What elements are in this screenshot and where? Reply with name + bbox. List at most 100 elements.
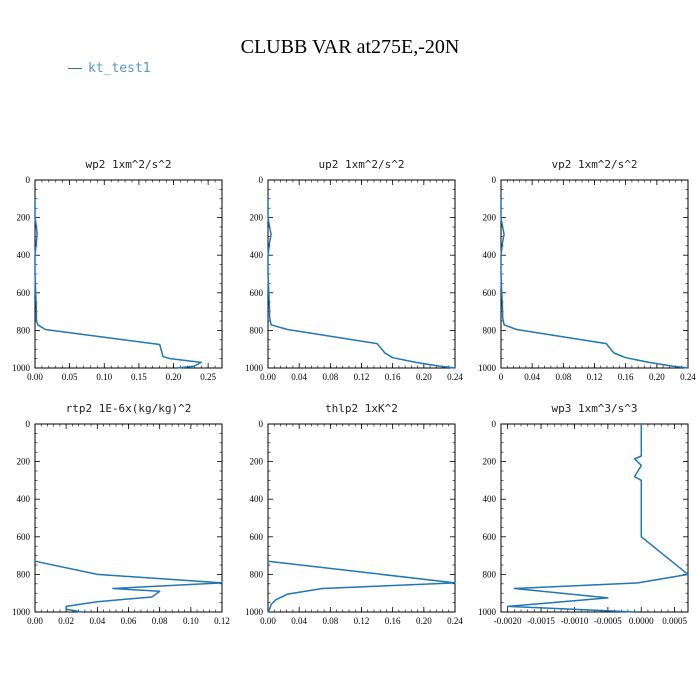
y-tick-label: 400 [17,494,31,504]
x-tick-label: 0.12 [214,616,230,626]
x-tick-label: 0.24 [447,372,463,382]
y-tick-label: 200 [250,457,264,467]
x-tick-label: -0.0005 [594,616,622,626]
x-tick-label: 0.10 [96,372,112,382]
legend: kt_test1 [68,61,151,76]
y-tick-label: 400 [250,494,264,504]
series-line-kt_test1 [267,560,456,613]
series-line-kt_test1 [267,198,456,369]
x-tick-label: 0.08 [555,372,571,382]
x-tick-label: 0.15 [131,372,147,382]
x-tick-label: 0.04 [291,616,307,626]
x-tick-label: 0.12 [354,372,370,382]
x-tick-label: -0.0015 [527,616,555,626]
y-tick-label: 600 [250,532,264,542]
x-tick-label: 0.20 [166,372,182,382]
x-tick-label: 0.00 [27,372,43,382]
y-tick-label: 600 [483,288,497,298]
subplot-title: wp3 1xm^3/s^3 [551,402,637,415]
x-tick-label: 0.00 [27,616,43,626]
x-tick-label: 0.08 [322,372,338,382]
y-tick-label: 800 [250,325,264,335]
page-title: CLUBB VAR at275E,-20N [240,36,460,58]
y-tick-label: 800 [483,325,497,335]
legend-label: kt_test1 [88,61,151,76]
y-tick-label: 0 [492,175,497,185]
y-tick-label: 800 [483,569,497,579]
y-tick-label: 0 [26,175,31,185]
plot-frame [500,423,689,613]
x-tick-label: 0.08 [322,616,338,626]
subplot-title: rtp2 1E-6x(kg/kg)^2 [66,402,192,415]
legend-line-swatch [68,68,82,69]
x-tick-label: -0.0010 [561,616,589,626]
x-tick-label: 0.25 [200,372,216,382]
series-line-kt_test1 [34,560,223,613]
subplot-title: up2 1xm^2/s^2 [318,158,404,171]
y-tick-label: 1000 [12,607,31,617]
x-tick-label: 0.16 [385,372,401,382]
subplot-6: wp3 1xm^3/s^3 -0.0020 -0.0015 -0.0010 -0.000… [478,402,689,626]
y-tick-label: 200 [17,213,31,223]
x-tick-label: -0.0020 [494,616,522,626]
y-tick-label: 1000 [245,363,264,373]
subplot-3: vp2 1xm^2/s^2 0 0.04 0.08 0.12 0.16 0.20 0.24 0 2… [478,158,696,382]
x-tick-label: 0.02 [58,616,74,626]
x-tick-label: 0.12 [354,616,370,626]
x-tick-label: 0.20 [416,372,432,382]
x-tick-label: 0.08 [152,616,168,626]
x-tick-label: 0.20 [416,616,432,626]
plot-frame [500,179,689,369]
y-tick-label: 200 [250,213,264,223]
y-tick-label: 600 [17,532,31,542]
x-tick-label: 0.0000 [629,616,654,626]
y-tick-label: 400 [483,250,497,260]
x-tick-label: 0.16 [618,372,634,382]
x-tick-label: 0.0005 [662,616,687,626]
x-tick-label: 0.16 [385,616,401,626]
subplot-1: wp2 1xm^2/s^2 0.00 0.05 0.10 0.15 0.20 0.25 0 20… [12,158,223,382]
subplot-title: vp2 1xm^2/s^2 [551,158,637,171]
subplot-title: wp2 1xm^2/s^2 [85,158,171,171]
y-tick-label: 0 [259,419,264,429]
y-tick-label: 200 [483,213,497,223]
subplot-title: thlp2 1xK^2 [325,402,398,415]
series-line-kt_test1 [500,198,689,369]
y-tick-label: 800 [17,569,31,579]
x-tick-label: 0.00 [260,616,276,626]
x-tick-label: 0.04 [291,372,307,382]
plot-frame [267,179,456,369]
y-tick-label: 1000 [478,607,497,617]
y-tick-label: 800 [17,325,31,335]
y-tick-label: 1000 [478,363,497,373]
y-tick-label: 600 [250,288,264,298]
subplot-4: rtp2 1E-6x(kg/kg)^2 0.00 0.02 0.04 0.06 0.08 0… [12,402,230,626]
x-tick-label: 0.04 [89,616,105,626]
subplot-2: up2 1xm^2/s^2 0.00 0.04 0.08 0.12 0.16 0.20 0.2… [245,158,463,382]
y-tick-label: 0 [26,419,31,429]
x-tick-label: 0.24 [447,616,463,626]
y-tick-label: 1000 [245,607,264,617]
y-tick-label: 400 [17,250,31,260]
x-tick-label: 0.20 [649,372,665,382]
y-tick-label: 400 [250,250,264,260]
y-tick-label: 600 [17,288,31,298]
y-tick-label: 200 [483,457,497,467]
y-tick-label: 800 [250,569,264,579]
x-tick-label: 0.12 [587,372,603,382]
y-tick-label: 1000 [12,363,31,373]
x-tick-label: 0.00 [260,372,276,382]
x-tick-label: 0.05 [62,372,78,382]
series-line-kt_test1 [506,424,689,613]
y-tick-label: 600 [483,532,497,542]
x-tick-label: 0.06 [121,616,137,626]
x-tick-label: 0 [499,372,504,382]
y-tick-label: 0 [492,419,497,429]
series-line-kt_test1 [34,198,202,369]
y-tick-label: 0 [259,175,264,185]
x-tick-label: 0.10 [183,616,199,626]
y-tick-label: 200 [17,457,31,467]
y-tick-label: 400 [483,494,497,504]
x-tick-label: 0.24 [680,372,696,382]
